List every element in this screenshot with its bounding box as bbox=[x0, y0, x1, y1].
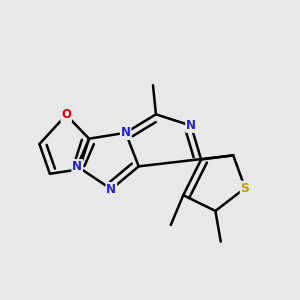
Text: O: O bbox=[61, 108, 71, 122]
Text: N: N bbox=[72, 160, 82, 173]
Text: N: N bbox=[106, 183, 116, 196]
Text: N: N bbox=[121, 126, 130, 139]
Text: S: S bbox=[241, 182, 250, 194]
Text: N: N bbox=[186, 119, 196, 132]
